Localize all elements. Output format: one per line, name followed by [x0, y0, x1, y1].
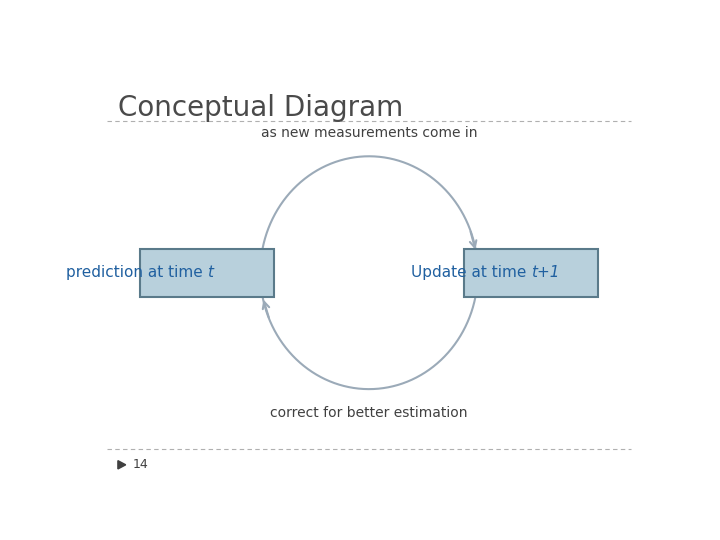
FancyBboxPatch shape — [464, 249, 598, 296]
Text: as new measurements come in: as new measurements come in — [261, 126, 477, 140]
Text: Update at time: Update at time — [410, 265, 531, 280]
Text: prediction at time: prediction at time — [66, 265, 207, 280]
Text: t: t — [207, 265, 213, 280]
Polygon shape — [118, 461, 126, 469]
Text: correct for better estimation: correct for better estimation — [270, 406, 468, 420]
Text: Conceptual Diagram: Conceptual Diagram — [118, 94, 403, 122]
Text: 14: 14 — [132, 458, 148, 471]
FancyBboxPatch shape — [140, 249, 274, 296]
Text: t+1: t+1 — [531, 265, 559, 280]
